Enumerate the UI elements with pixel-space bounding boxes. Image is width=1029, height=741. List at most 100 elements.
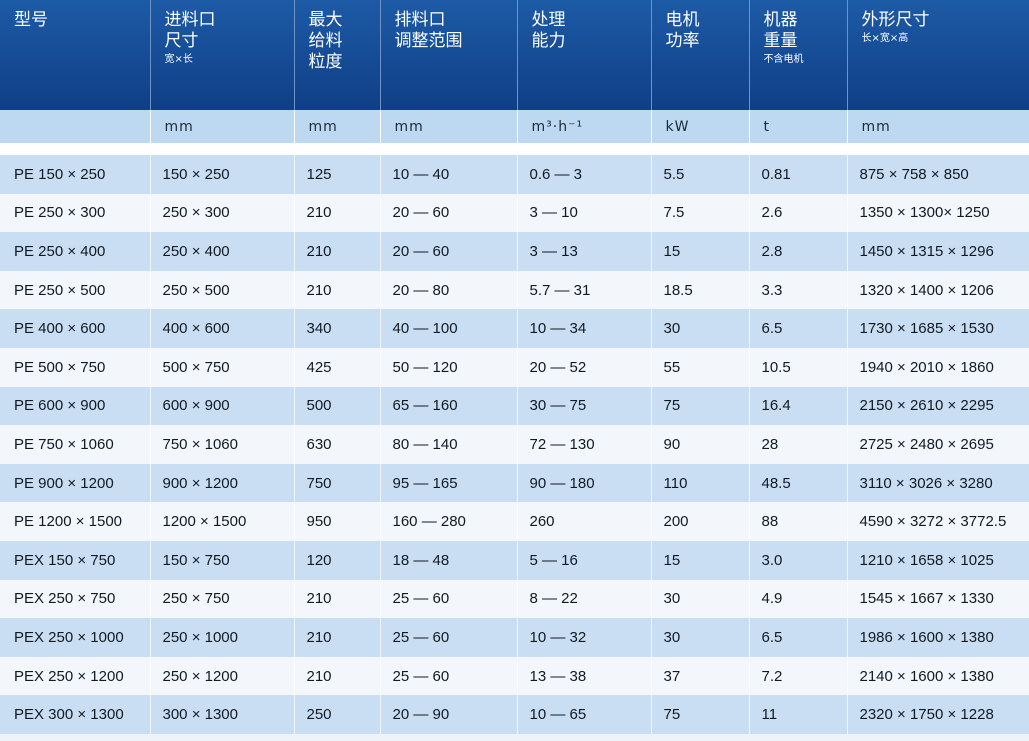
header-row: 型号 进料口 尺寸 宽×长 最大 给料 粒度 排料口 调整范围 处理 能力 电机 功率 机器 重量 不含电机外… — [0, 0, 1029, 110]
table-cell: 50 — 120 — [380, 347, 518, 387]
table-row: PEX 250 × 1000 250 × 1000 210 25 — 60 10 — 3… — [0, 618, 1029, 657]
column-header-line: 粒度 — [308, 52, 343, 72]
column-header-line: 型号 — [14, 10, 48, 30]
table-cell: 10 — 32 — [517, 618, 652, 657]
table-cell: 300 × 1300 — [150, 695, 295, 734]
model-cell: PE 600 × 900 — [0, 386, 151, 426]
table-cell: 20 — 60 — [380, 232, 518, 271]
table-cell: 875 × 758 × 850 — [847, 155, 1029, 194]
table-cell: 200 — [651, 502, 750, 541]
table-header: 型号 进料口 尺寸 宽×长 最大 给料 粒度 排料口 调整范围 处理 能力 电机 功率 机器 重量 不含电机外… — [0, 0, 1029, 155]
column-header-note: 宽×长 — [164, 54, 193, 65]
table-cell: 15 — [651, 540, 750, 580]
column-header-line: 机器 — [763, 10, 798, 30]
column-header-line: 排料口 — [394, 10, 446, 30]
table-cell: 15 — [651, 232, 750, 271]
table-cell: 90 — 180 — [517, 463, 652, 503]
table-row: PE 250 × 300 250 × 300 210 20 — 60 3 — 10 7.5… — [0, 193, 1029, 233]
table-cell: 30 — [651, 309, 750, 348]
column-header: 排料口 调整范围 — [380, 0, 518, 110]
table-cell: 5.7 — 31 — [517, 270, 652, 310]
table-cell: 250 × 500 — [150, 270, 295, 310]
column-header-line: 处理 — [531, 10, 566, 30]
table-cell: 630 — [294, 425, 381, 464]
table-cell: 1730 × 1685 × 1530 — [847, 309, 1029, 348]
table-cell: 25 — 60 — [380, 579, 518, 619]
unit-cell: mm — [380, 110, 518, 143]
table-cell: 55 — [651, 347, 750, 387]
table-cell: 250 — [294, 695, 381, 734]
table-cell: 1350 × 1300× 1250 — [847, 193, 1029, 233]
table-cell: 75 — [651, 386, 750, 426]
model-cell: PE 500 × 750 — [0, 347, 151, 387]
model-cell: PE 900 × 1200 — [0, 463, 151, 503]
table-cell: 30 — [651, 618, 750, 657]
table-cell: 210 — [294, 618, 381, 657]
column-header-line: 最大 — [308, 10, 343, 30]
table-cell: 950 — [294, 502, 381, 541]
table-cell: 1320 × 1400 × 1206 — [847, 270, 1029, 310]
table-cell: 7.2 — [749, 656, 848, 696]
table-cell: 210 — [294, 656, 381, 696]
table-row: PE 250 × 400 250 × 400 210 20 — 60 3 — 13 15 2… — [0, 232, 1029, 271]
table-cell: 2.6 — [749, 193, 848, 233]
table-cell: 80 — 140 — [380, 425, 518, 464]
table-cell: 10 — 40 — [380, 155, 518, 194]
column-header-line: 电机 — [665, 10, 700, 30]
table-cell: 1940 × 2010 × 1860 — [847, 347, 1029, 387]
table-cell: 13 — 38 — [517, 656, 652, 696]
column-header-note: 长×宽×高 — [861, 33, 909, 44]
table-row: PEX 150 × 750 150 × 750 120 18 — 48 5 — 16 15… — [0, 540, 1029, 580]
header-divider — [0, 143, 1029, 155]
unit-cell: mm — [847, 110, 1029, 143]
table-cell: 160 — 280 — [380, 502, 518, 541]
table-row: PE 150 × 250 150 × 250 125 10 — 40 0.6 — 3 5.… — [0, 155, 1029, 194]
table-cell: 5.5 — [651, 155, 750, 194]
table-cell: 3110 × 3026 × 3280 — [847, 463, 1029, 503]
table-cell: 88 — [749, 502, 848, 541]
column-header: 处理 能力 — [517, 0, 652, 110]
model-cell: PE 250 × 300 — [0, 193, 151, 233]
column-header-line: 尺寸 — [164, 31, 199, 51]
table-row: PE 1200 × 1500 1200 × 1500 950 160 — 280 260… — [0, 502, 1029, 541]
table-cell: 500 — [294, 386, 381, 426]
table-cell: 150 × 750 — [150, 540, 295, 580]
column-header: 机器 重量 不含电机 — [749, 0, 848, 110]
unit-cell: mm — [294, 110, 381, 143]
table-cell: 48.5 — [749, 463, 848, 503]
table-cell: 1450 × 1315 × 1296 — [847, 232, 1029, 271]
model-cell: PEX 300 × 1300 — [0, 695, 151, 734]
model-cell: PEX 250 × 1200 — [0, 656, 151, 696]
model-cell: PE 750 × 1060 — [0, 425, 151, 464]
table-cell: 6.5 — [749, 618, 848, 657]
model-cell: PEX 250 × 750 — [0, 579, 151, 619]
table-cell: 250 × 300 — [150, 193, 295, 233]
table-cell: 72 — 130 — [517, 425, 652, 464]
table-cell: 110 — [651, 463, 750, 503]
column-header-line: 能力 — [531, 31, 566, 51]
table-cell: 7.5 — [651, 193, 750, 233]
unit-cell: m³·h⁻¹ — [517, 110, 652, 143]
table-cell: 11 — [749, 695, 848, 734]
table-cell: 30 — [651, 579, 750, 619]
column-header: 最大 给料 粒度 — [294, 0, 381, 110]
table-cell: 3.0 — [749, 540, 848, 580]
table-cell: 1210 × 1658 × 1025 — [847, 540, 1029, 580]
unit-cell: mm — [150, 110, 295, 143]
table-cell: 25 — 60 — [380, 656, 518, 696]
column-header: 进料口 尺寸宽×长 — [150, 0, 295, 110]
table-row: PE 900 × 1200 900 × 1200 750 95 — 165 90 — 1… — [0, 463, 1029, 503]
column-header-note: 不含电机 — [763, 54, 804, 65]
unit-cell: t — [749, 110, 848, 143]
table-cell: 400 × 600 — [150, 309, 295, 348]
model-cell: PE 150 × 250 — [0, 155, 151, 194]
table-cell: 0.81 — [749, 155, 848, 194]
table-cell: 600 × 900 — [150, 386, 295, 426]
column-header-line: 进料口 — [164, 10, 216, 30]
table-cell: 2.8 — [749, 232, 848, 271]
table-cell: 500 × 750 — [150, 347, 295, 387]
table-cell: 1986 × 1600 × 1380 — [847, 618, 1029, 657]
table-cell: 18.5 — [651, 270, 750, 310]
column-header-line: 给料 — [308, 31, 343, 51]
